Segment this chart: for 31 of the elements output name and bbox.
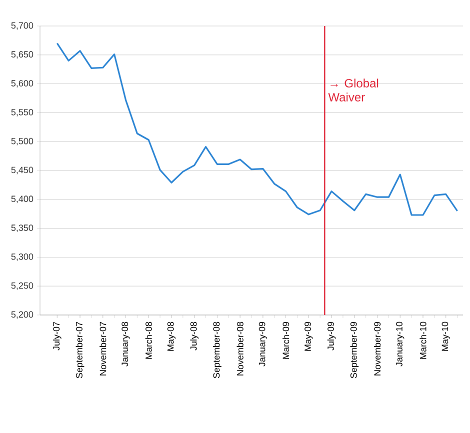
x-tick-label: September-07 xyxy=(76,322,84,378)
y-tick-label: 5,350 xyxy=(11,224,34,232)
x-tick-label: May-08 xyxy=(167,322,176,351)
x-tick-label: March-08 xyxy=(145,322,152,359)
x-tick-label: May-09 xyxy=(304,322,313,351)
y-tick-label: 5,250 xyxy=(11,282,34,290)
y-tick-label: 5,450 xyxy=(11,166,34,174)
x-tick-label: July-08 xyxy=(190,322,199,350)
x-tick-label: July-07 xyxy=(52,322,62,350)
x-tick-label: January-10 xyxy=(396,322,404,366)
y-tick-label: 5,700 xyxy=(11,22,34,30)
y-tick-label: 5,650 xyxy=(11,51,34,59)
y-tick-label: 5,200 xyxy=(11,311,34,319)
y-tick-label: 5,600 xyxy=(11,80,34,88)
x-tick-label: January-09 xyxy=(258,322,268,366)
x-tick-label: May-10 xyxy=(442,322,450,351)
x-tick-label: November-07 xyxy=(100,322,106,376)
x-tick-label: September-08 xyxy=(213,322,222,378)
x-tick-label: January-08 xyxy=(122,322,130,366)
x-tick-label: September-09 xyxy=(350,322,359,378)
y-tick-label: 5,400 xyxy=(11,196,34,204)
x-tick-label: July-09 xyxy=(327,322,336,350)
x-tick-label: November-09 xyxy=(374,322,381,376)
line-series xyxy=(56,42,458,216)
y-tick-label: 5,300 xyxy=(11,253,34,261)
y-tick-label: 5,550 xyxy=(11,108,34,116)
y-tick-label: 5,500 xyxy=(11,138,34,146)
annotation: → Global Waiver xyxy=(328,78,378,102)
x-tick-label: March-09 xyxy=(282,322,290,359)
x-tick-label: November-08 xyxy=(236,322,244,376)
x-tick-label: March-10 xyxy=(420,322,426,359)
